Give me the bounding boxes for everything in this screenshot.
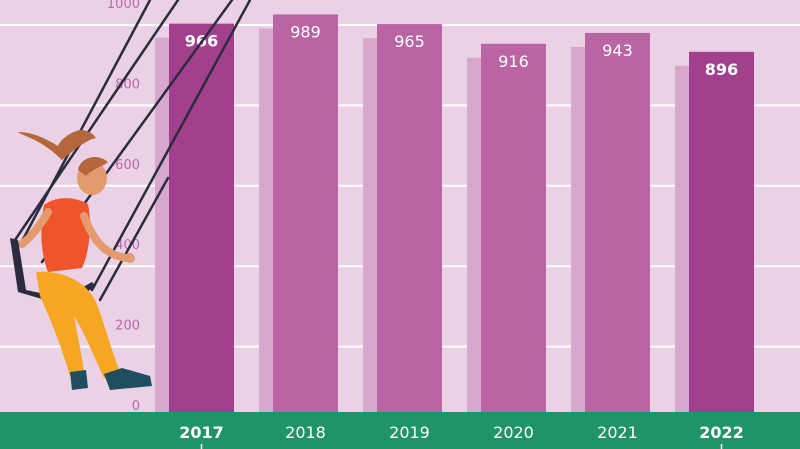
y-tick-label: 400 (115, 238, 140, 253)
shoe-right (104, 368, 152, 390)
x-tick-label-2017: 2017 (179, 423, 224, 442)
x-tick-label-2022: 2022 (699, 423, 744, 442)
hair-top (78, 156, 108, 176)
torso-shirt (41, 198, 90, 272)
swing-rope-front-1 (13, 0, 180, 242)
bar-value-label-2020: 916 (498, 52, 529, 71)
bar-2020 (481, 43, 546, 412)
bar-2018 (273, 14, 338, 413)
swing-rope-back-1 (90, 0, 252, 292)
legs-pants (36, 271, 120, 378)
y-tick-label: 600 (115, 158, 140, 173)
bar-value-label-2019: 965 (394, 32, 425, 51)
hand-right (125, 253, 135, 263)
arm-right (80, 212, 132, 262)
bar-value-label-2021: 943 (602, 41, 633, 60)
shoe-left (70, 370, 88, 390)
bar-2017 (169, 23, 234, 412)
y-tick-label: 200 (115, 319, 140, 334)
y-tick-label: 1000 (107, 0, 140, 12)
hair-ponytail (18, 130, 96, 160)
x-axis-band (0, 412, 800, 449)
x-tick-label-2019: 2019 (389, 423, 430, 442)
bar-2022 (689, 51, 754, 413)
bar-2019 (377, 24, 442, 412)
bar-2021 (585, 32, 650, 412)
arm-left (18, 208, 52, 248)
y-tick-label: 0 (132, 399, 140, 414)
swing-rope-back-2 (98, 176, 170, 302)
x-axis-labels: 2017 2018 2019 2020 2021 2022 (179, 423, 744, 449)
x-tick-label-2020: 2020 (493, 423, 534, 442)
bar-value-label-2018: 989 (290, 22, 321, 41)
girl-on-swing-illustration (10, 0, 252, 390)
x-tick-label-2018: 2018 (285, 423, 326, 442)
swing-seat (10, 238, 96, 306)
bar-value-label-2022: 896 (705, 60, 738, 79)
x-tick-label-2021: 2021 (597, 423, 638, 442)
swing-rope-back-3 (18, 0, 152, 247)
